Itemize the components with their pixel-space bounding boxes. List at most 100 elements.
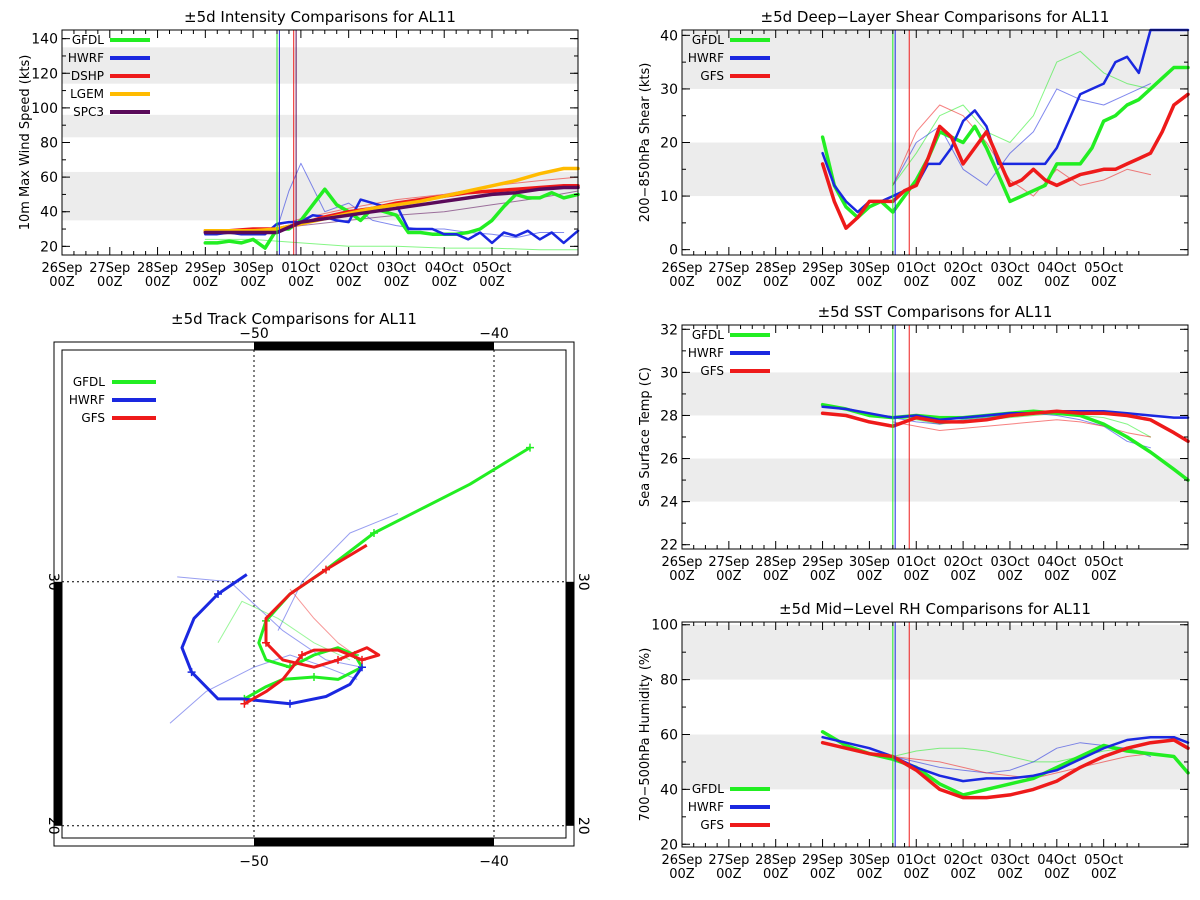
track-marker-gfs (240, 699, 249, 708)
intensity-band-1 (62, 114, 578, 138)
intensity-xtick-day: 01Oct (281, 261, 320, 276)
shear-chart: 01020304026Sep00Z27Sep00Z28Sep00Z29Sep00… (638, 8, 1190, 290)
shear-ytick-label: 30 (660, 82, 678, 98)
track-legend-label-hwrf: HWRF (69, 393, 105, 407)
sst-xtick-day: 29Sep (802, 555, 843, 570)
rh-xtick-day: 30Sep (849, 853, 890, 868)
intensity-xtick-day: 03Oct (377, 261, 416, 276)
rh-legend-label-gfdl: GFDL (692, 782, 724, 796)
track-legend-label-gfs: GFS (81, 411, 105, 425)
sst-series-gfs-5 (820, 409, 1190, 444)
rh-ytick-label: 40 (660, 782, 678, 798)
rh-xtick-hour: 00Z (1091, 867, 1117, 882)
rh-legend-label-hwrf: HWRF (688, 800, 724, 814)
rh-ylabel: 700−500hPa Humidity (%) (638, 648, 653, 822)
sst-xtick-day: 30Sep (849, 555, 890, 570)
intensity-xtick-hour: 00Z (145, 275, 171, 290)
track-series-gfdl-3 (217, 600, 351, 661)
shear-xtick-hour: 00Z (904, 275, 930, 290)
rh-ytick-label: 100 (651, 618, 678, 634)
shear-xtick-day: 26Sep (661, 261, 702, 276)
track-marker-gfs (334, 655, 342, 664)
rh-xtick-hour: 00Z (669, 867, 695, 882)
track-marker-gfdl (370, 529, 378, 537)
intensity-series-spc3-8 (203, 185, 580, 235)
track-ytick-label-left: 30 (45, 573, 61, 591)
shear-xtick-day: 05Oct (1084, 261, 1123, 276)
track-chart: −50 −50 −40 −40 20 20 30 30 ±5d Track Comparison… (45, 310, 591, 870)
sst-xtick-hour: 00Z (810, 569, 836, 584)
track-xtick-label-top: −50 (239, 326, 269, 342)
rh-xtick-hour: 00Z (904, 867, 930, 882)
shear-xtick-hour: 00Z (1044, 275, 1070, 290)
sst-ytick-label: 32 (660, 322, 678, 338)
intensity-xtick-day: 27Sep (89, 261, 130, 276)
track-border-bar-bottom (254, 838, 494, 846)
shear-title: ±5d Deep−Layer Shear Comparisons for AL1… (761, 8, 1110, 26)
sst-ytick-label: 30 (660, 365, 678, 381)
intensity-legend-label-dshp: DSHP (71, 69, 104, 83)
rh-chart: 2040608010026Sep00Z27Sep00Z28Sep00Z29Sep… (638, 600, 1190, 882)
shear-xtick-hour: 00Z (763, 275, 789, 290)
track-ytick-label-right: 20 (575, 817, 591, 835)
rh-xtick-day: 02Oct (944, 853, 983, 868)
sst-xtick-hour: 00Z (716, 569, 742, 584)
sst-xtick-hour: 00Z (1091, 569, 1117, 584)
intensity-xtick-day: 04Oct (425, 261, 464, 276)
track-marker-hwrf (286, 699, 294, 708)
track-xtick-label-bottom: −40 (479, 854, 509, 870)
sst-xtick-day: 28Sep (755, 555, 796, 570)
intensity-xtick-hour: 00Z (384, 275, 410, 290)
shear-ytick-label: 20 (660, 136, 678, 152)
intensity-legend-label-gfdl: GFDL (72, 33, 104, 47)
track-marker-gfs (358, 655, 366, 664)
track-series-hwrf-1 (177, 576, 363, 668)
intensity-ytick-label: 60 (40, 170, 58, 186)
rh-ytick-label: 60 (660, 728, 678, 744)
rh-series-gfdl-3 (820, 730, 1190, 797)
sst-ytick-label: 24 (660, 495, 678, 511)
shear-ytick-label: 0 (669, 243, 678, 259)
sst-frame (681, 324, 1189, 550)
rh-series-hwrf-4 (821, 735, 1190, 783)
sst-xtick-day: 26Sep (661, 555, 702, 570)
track-frame (61, 349, 567, 839)
sst-ytick-label: 22 (660, 538, 678, 554)
track-marker-hwrf (358, 663, 366, 672)
sst-xtick-day: 27Sep (708, 555, 749, 570)
shear-legend-label-hwrf: HWRF (688, 51, 724, 65)
shear-legend-label-gfdl: GFDL (692, 33, 724, 47)
intensity-xtick-day: 28Sep (137, 261, 178, 276)
track-border-bar-left (54, 581, 62, 826)
shear-xtick-day: 04Oct (1037, 261, 1076, 276)
track-ytick-label-left: 20 (45, 817, 61, 835)
shear-xtick-day: 01Oct (897, 261, 936, 276)
sst-xtick-hour: 00Z (1044, 569, 1070, 584)
sst-band-0 (682, 458, 1188, 502)
sst-xtick-hour: 00Z (997, 569, 1023, 584)
rh-xtick-hour: 00Z (1044, 867, 1070, 882)
track-series-hwrf-2 (277, 513, 399, 631)
sst-xtick-day: 04Oct (1037, 555, 1076, 570)
intensity-xtick-hour: 00Z (193, 275, 219, 290)
shear-ytick-label: 10 (660, 189, 678, 205)
sst-legend-label-hwrf: HWRF (688, 346, 724, 360)
rh-xtick-hour: 00Z (763, 867, 789, 882)
track-marker-gfs (262, 638, 270, 647)
shear-xtick-hour: 00Z (997, 275, 1023, 290)
track-series-hwrf-6 (180, 573, 364, 706)
intensity-xtick-hour: 00Z (479, 275, 505, 290)
intensity-xtick-hour: 00Z (288, 275, 314, 290)
sst-xtick-day: 02Oct (944, 555, 983, 570)
track-marker-gfdl (526, 443, 534, 452)
sst-ylabel: Sea Surface Temp (C) (638, 367, 653, 507)
shear-series-gfdl-3 (820, 65, 1190, 220)
shear-series-hwrf-1 (892, 83, 1151, 186)
intensity-xtick-day: 29Sep (185, 261, 226, 276)
shear-xtick-hour: 00Z (669, 275, 695, 290)
track-border-bar-right (566, 581, 574, 826)
track-xtick-label-top: −40 (479, 326, 509, 342)
shear-xtick-hour: 00Z (1091, 275, 1117, 290)
rh-xtick-day: 05Oct (1084, 853, 1123, 868)
